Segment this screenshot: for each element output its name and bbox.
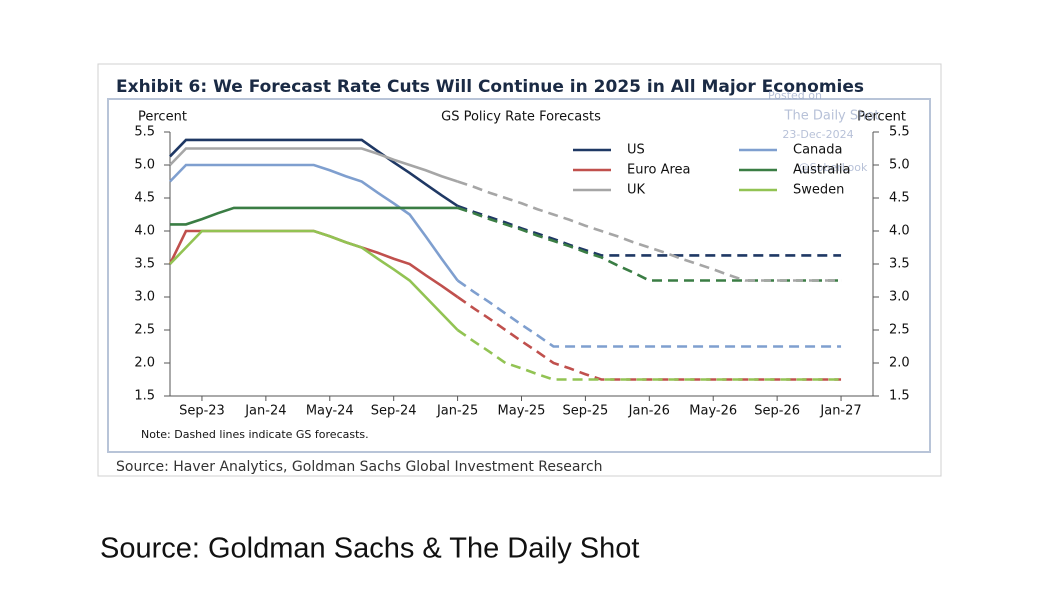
y-tick-label: 1.5	[134, 389, 155, 404]
history-line	[169, 147, 458, 183]
source: Source: Haver Analytics, Goldman Sachs G…	[116, 459, 603, 475]
caption: Source: Goldman Sachs & The Daily Shot	[100, 533, 639, 565]
x-tick-label: May-24	[306, 404, 354, 419]
legend-label: UK	[627, 183, 646, 198]
note: Note: Dashed lines indicate GS forecasts…	[141, 428, 369, 441]
y-tick-label: 5.5	[134, 125, 155, 140]
watermark-text: The Daily Shot	[784, 109, 880, 124]
x-tick-label: Sep-23	[179, 404, 225, 419]
chart-title: Exhibit 6: We Forecast Rate Cuts Will Co…	[116, 77, 864, 97]
y2-tick-label: 2.0	[889, 356, 910, 371]
forecast-line	[457, 206, 842, 282]
chart-subtitle: GS Policy Rate Forecasts	[441, 110, 601, 125]
forecast-line	[456, 279, 842, 348]
y-tick-label: 2.0	[134, 356, 155, 371]
x-tick-label: May-25	[498, 404, 546, 419]
x-tick-label: May-26	[689, 404, 737, 419]
watermark: Posted on The Daily Shot 23-Dec-2024 @So…	[768, 89, 879, 174]
history-line	[169, 138, 459, 208]
y2-tick-label: 5.5	[889, 125, 910, 140]
y2-label: Percent	[857, 110, 906, 125]
plot-frame	[107, 98, 931, 453]
watermark-text: Posted on	[768, 89, 822, 102]
y2-tick-label: 3.5	[889, 257, 910, 272]
x-tick-label: Jan-25	[436, 404, 478, 419]
forecast-line	[456, 295, 842, 381]
y2-tick-label: 2.5	[889, 323, 910, 338]
y2-tick-label: 4.0	[889, 224, 910, 239]
x-tick-label: Jan-26	[628, 404, 670, 419]
y2-tick-label: 3.0	[889, 290, 910, 305]
x-tick-label: Sep-26	[754, 404, 800, 419]
y-tick-label: 5.0	[134, 158, 155, 173]
y2-tick-label: 1.5	[889, 389, 910, 404]
legend-label: Canada	[793, 143, 842, 158]
y-tick-label: 3.5	[134, 257, 155, 272]
y-tick-label: 2.5	[134, 323, 155, 338]
x-tick-label: Sep-25	[563, 404, 609, 419]
legend-label: US	[627, 143, 645, 158]
y-tick-label: 4.0	[134, 224, 155, 239]
legend-label: Australia	[793, 163, 851, 178]
y-tick-label: 4.5	[134, 191, 155, 206]
watermark-text: @SoberLook	[799, 161, 868, 174]
x-tick-label: Jan-24	[244, 404, 286, 419]
exhibit-frame	[97, 63, 942, 477]
y2-tick-label: 4.5	[889, 191, 910, 206]
forecast-line	[457, 180, 842, 282]
history-line	[169, 229, 459, 331]
watermark-text: 23-Dec-2024	[782, 128, 853, 141]
x-tick-label: Sep-24	[371, 404, 417, 419]
y-label: Percent	[138, 110, 187, 125]
x-tick-label: Jan-27	[819, 404, 861, 419]
history-line	[169, 163, 459, 282]
y-tick-label: 3.0	[134, 290, 155, 305]
history-line	[170, 206, 458, 226]
legend-label: Sweden	[793, 183, 844, 198]
y2-tick-label: 5.0	[889, 158, 910, 173]
legend-label: Euro Area	[627, 163, 691, 178]
